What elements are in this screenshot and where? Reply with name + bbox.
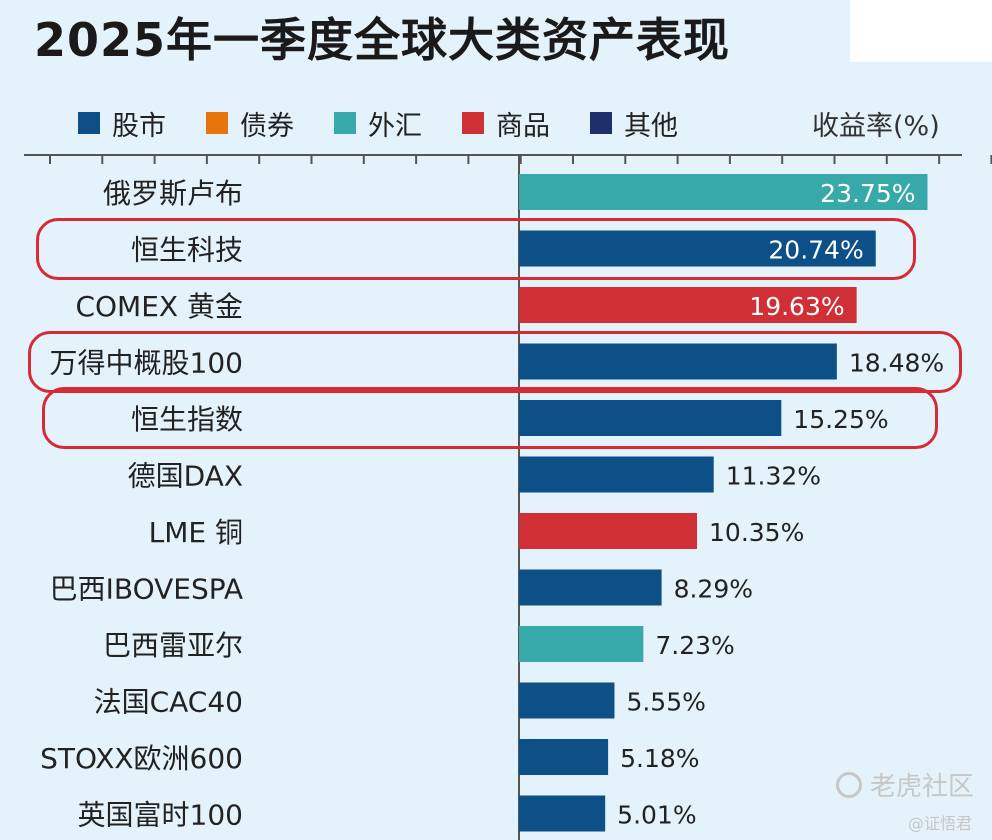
bar — [519, 174, 928, 210]
bar — [519, 287, 857, 323]
category-label: 俄罗斯卢布 — [103, 177, 243, 210]
header-blank-area — [850, 0, 992, 62]
data-label: 5.18% — [620, 744, 699, 773]
legend-item-commodities: 商品 — [462, 104, 550, 143]
bar — [519, 343, 837, 380]
legend-label: 债券 — [240, 110, 294, 142]
unit-label: 收益率(%) — [812, 111, 940, 142]
data-label: 11.32% — [726, 462, 821, 491]
bar — [519, 230, 876, 267]
category-label: STOXX欧洲600 — [40, 742, 243, 775]
bar — [519, 682, 615, 719]
legend-label: 股市 — [112, 110, 166, 142]
data-label: 7.23% — [655, 631, 734, 660]
legend-swatch — [206, 112, 228, 134]
legend-swatch — [78, 112, 100, 134]
legend-item-stocks: 股市 — [78, 104, 166, 143]
chart-title: 2025年一季度全球大类资产表现 — [34, 13, 731, 67]
legend-label: 其他 — [624, 110, 678, 142]
legend-item-fx: 外汇 — [334, 104, 422, 143]
bar — [519, 513, 698, 549]
category-label: 法国CAC40 — [94, 686, 243, 719]
category-label: 巴西IBOVESPA — [50, 573, 243, 606]
data-label: 5.01% — [617, 801, 696, 830]
legend: 股市 债券 外汇 商品 其他 — [78, 104, 718, 142]
legend-item-bonds: 债券 — [206, 104, 294, 143]
legend-item-other: 其他 — [590, 104, 678, 143]
data-label: 8.29% — [674, 575, 753, 604]
title-bar: 2025年一季度全球大类资产表现 — [0, 0, 850, 67]
category-label: COMEX 黄金 — [75, 290, 243, 323]
data-label: 20.74% — [768, 236, 863, 265]
watermark-author: @证悟君 — [908, 814, 973, 833]
legend-label: 商品 — [496, 110, 550, 142]
bar — [519, 456, 714, 493]
data-label: 5.55% — [626, 688, 705, 717]
category-label: 巴西雷亚尔 — [103, 629, 243, 662]
data-label: 18.48% — [849, 349, 944, 378]
watermark-brand: 老虎社区 — [870, 772, 975, 802]
legend-swatch — [334, 112, 356, 134]
legend-label: 外汇 — [368, 110, 422, 142]
bar — [519, 569, 662, 606]
category-label: 恒生科技 — [131, 234, 243, 267]
category-label: 德国DAX — [128, 460, 243, 493]
bar — [519, 626, 644, 662]
bar — [519, 400, 782, 436]
legend-swatch — [590, 112, 612, 134]
watermark: 老虎社区 — [836, 766, 974, 803]
highlight-box — [36, 217, 916, 280]
data-label: 19.63% — [749, 292, 844, 321]
category-label: LME 铜 — [149, 516, 243, 549]
bar — [519, 739, 609, 775]
category-label: 恒生指数 — [131, 403, 243, 436]
data-label: 23.75% — [820, 179, 915, 208]
highlight-box — [28, 330, 962, 393]
highlight-box — [42, 387, 938, 449]
category-label: 英国富时100 — [78, 799, 243, 832]
data-label: 10.35% — [709, 518, 804, 547]
tiger-logo-icon — [836, 771, 862, 798]
category-label: 万得中概股100 — [50, 347, 243, 380]
legend-swatch — [462, 112, 484, 134]
data-label: 15.25% — [793, 405, 888, 434]
bar — [519, 795, 606, 832]
